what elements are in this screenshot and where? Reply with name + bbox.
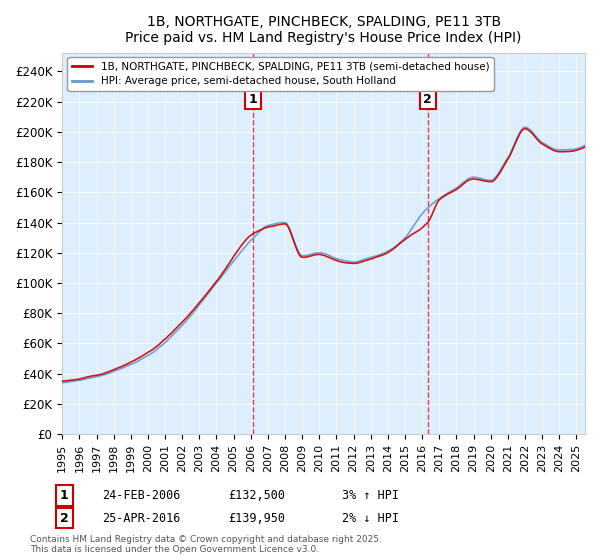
Text: 1: 1: [60, 489, 69, 502]
Text: 25-APR-2016: 25-APR-2016: [102, 511, 181, 525]
Text: 24-FEB-2006: 24-FEB-2006: [102, 489, 181, 502]
Title: 1B, NORTHGATE, PINCHBECK, SPALDING, PE11 3TB
Price paid vs. HM Land Registry's H: 1B, NORTHGATE, PINCHBECK, SPALDING, PE11…: [125, 15, 522, 45]
Text: 3% ↑ HPI: 3% ↑ HPI: [342, 489, 399, 502]
Text: £139,950: £139,950: [228, 511, 285, 525]
Legend: 1B, NORTHGATE, PINCHBECK, SPALDING, PE11 3TB (semi-detached house), HPI: Average: 1B, NORTHGATE, PINCHBECK, SPALDING, PE11…: [67, 57, 494, 91]
Text: 2: 2: [60, 511, 69, 525]
Text: Contains HM Land Registry data © Crown copyright and database right 2025.
This d: Contains HM Land Registry data © Crown c…: [30, 535, 382, 554]
Text: £132,500: £132,500: [228, 489, 285, 502]
Text: 2% ↓ HPI: 2% ↓ HPI: [342, 511, 399, 525]
Text: 1: 1: [249, 92, 258, 105]
Text: 2: 2: [423, 92, 432, 105]
